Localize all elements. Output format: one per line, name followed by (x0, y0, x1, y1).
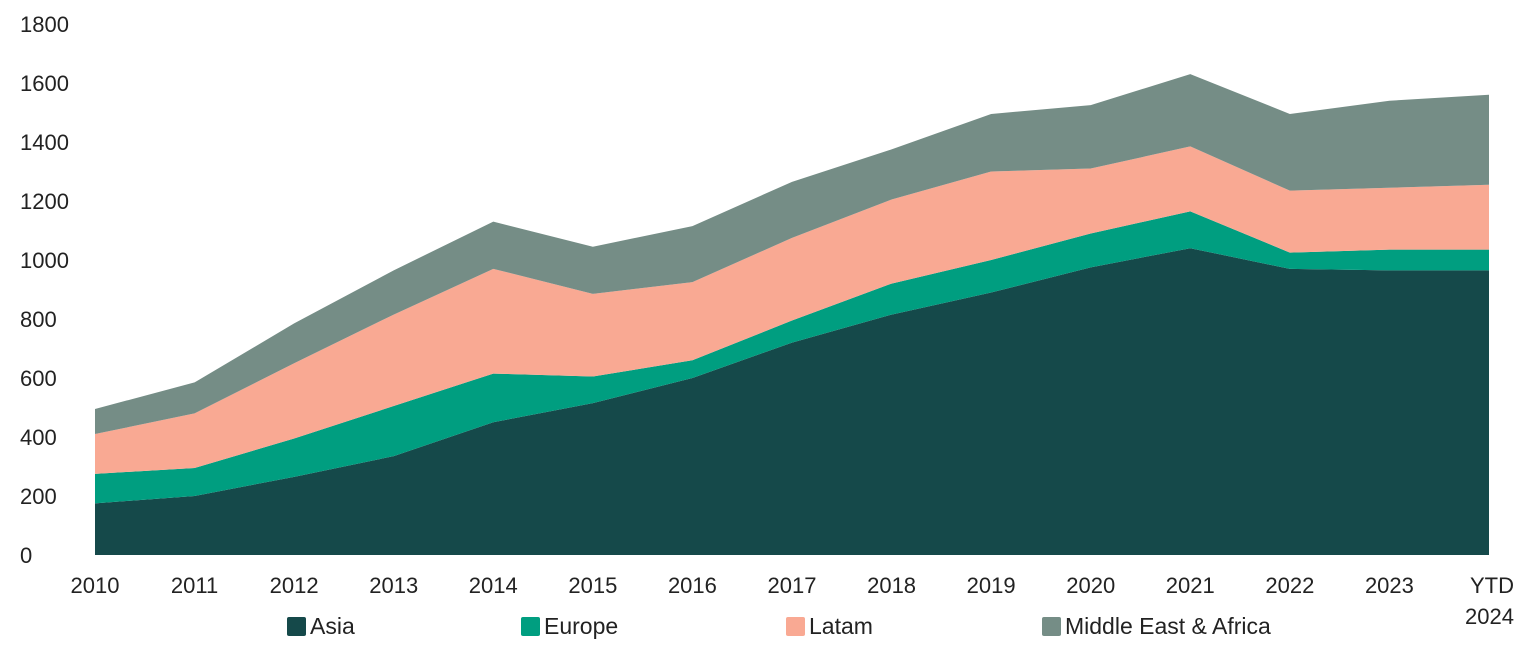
legend-label-asia: Asia (310, 612, 355, 639)
x-tick-label: 2015 (568, 573, 617, 598)
legend-item-europe: Europe (521, 610, 618, 642)
y-axis: 0 200 400 600 800 1000 1200 1400 1600 1800 (20, 12, 69, 568)
legend-label-latam: Latam (809, 612, 873, 639)
area-europe (95, 211, 1489, 504)
legend-item-latam: Latam (786, 610, 873, 642)
y-tick-label: 0 (20, 543, 32, 568)
x-axis: 2010 2011 2012 2013 2014 2015 2016 2017 2018 2019… (71, 573, 1514, 629)
legend-label-middle-east-africa: Middle East & Africa (1065, 612, 1271, 639)
x-tick-label: 2014 (469, 573, 518, 598)
y-tick-label: 1600 (20, 71, 69, 96)
x-tick-label: 2020 (1066, 573, 1115, 598)
legend-swatch-europe (521, 616, 540, 636)
x-tick-label: 2023 (1365, 573, 1414, 598)
area-layer (95, 74, 1489, 555)
x-tick-label: 2021 (1166, 573, 1215, 598)
y-tick-label: 600 (20, 366, 57, 391)
x-tick-label: 2013 (369, 573, 418, 598)
y-tick-label: 1400 (20, 130, 69, 155)
x-tick-label: 2012 (270, 573, 319, 598)
legend-swatch-middle-east-africa (1042, 616, 1061, 636)
x-tick-label: 2010 (71, 573, 120, 598)
area-asia (95, 248, 1489, 555)
y-tick-label: 800 (20, 307, 57, 332)
area-middle-east-and-africa (95, 74, 1489, 435)
legend: Asia Europe Latam Middle East & Africa (0, 610, 1526, 644)
y-tick-label: 400 (20, 425, 57, 450)
legend-item-middle-east-africa: Middle East & Africa (1042, 610, 1271, 642)
legend-swatch-asia (287, 616, 306, 636)
x-tick-label: 2022 (1265, 573, 1314, 598)
area-latam (95, 146, 1489, 474)
x-tick-label: YTD 2024 (1465, 573, 1514, 629)
x-tick-label: 2011 (171, 573, 218, 598)
x-tick-label: 2016 (668, 573, 717, 598)
x-tick-label: 2019 (967, 573, 1016, 598)
y-tick-label: 1800 (20, 12, 69, 37)
y-tick-label: 1200 (20, 189, 69, 214)
x-tick-label: 2017 (768, 573, 817, 598)
y-tick-label: 1000 (20, 248, 69, 273)
legend-swatch-latam (786, 616, 805, 636)
legend-label-europe: Europe (544, 612, 619, 639)
y-tick-label: 200 (20, 484, 57, 509)
x-tick-label: 2018 (867, 573, 916, 598)
legend-item-asia: Asia (287, 610, 355, 642)
